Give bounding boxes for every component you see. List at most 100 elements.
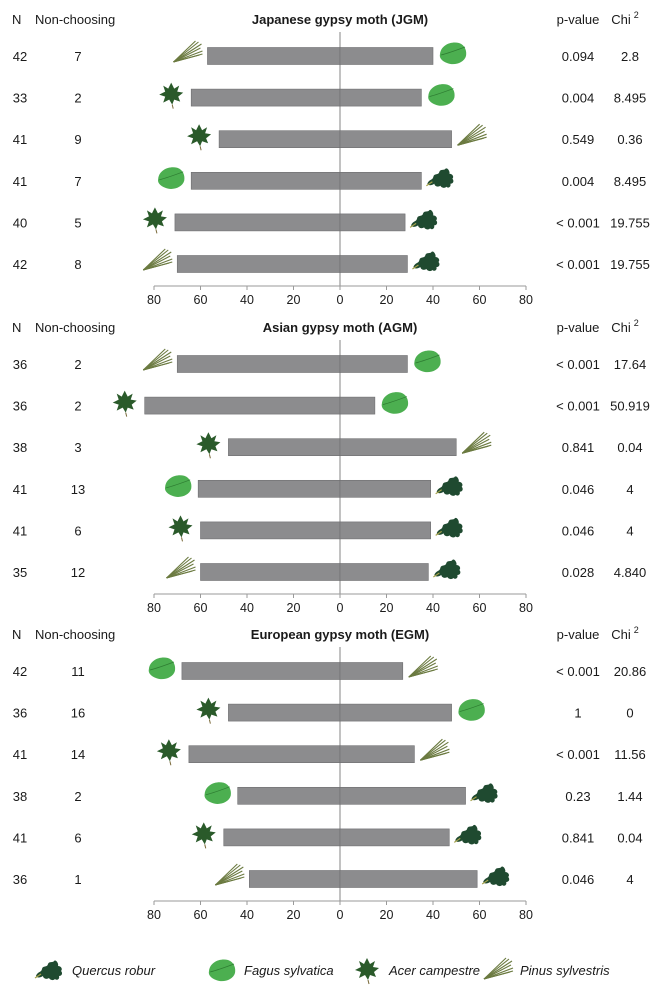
maple-leaf-icon bbox=[158, 82, 184, 110]
bar-left bbox=[200, 563, 341, 581]
non-choosing-value: 8 bbox=[74, 257, 81, 272]
pine-needles-icon bbox=[142, 248, 173, 271]
bar-right bbox=[339, 396, 376, 415]
legend-label: Acer campestre bbox=[388, 963, 480, 978]
header-non-choosing: Non-choosing bbox=[35, 627, 115, 642]
bar-right bbox=[339, 88, 422, 107]
bar-left bbox=[249, 870, 341, 888]
p-value: < 0.001 bbox=[556, 399, 600, 414]
oak-leaf-icon bbox=[432, 558, 461, 580]
panel-3: N Non-choosing European gypsy moth (EGM) p-… bbox=[12, 625, 646, 922]
maple-leaf-icon bbox=[168, 514, 193, 542]
non-choosing-value: 7 bbox=[74, 174, 81, 189]
header-non-choosing: Non-choosing bbox=[35, 320, 115, 335]
chi-value: 4 bbox=[626, 872, 633, 887]
x-tick-label: 0 bbox=[337, 908, 344, 922]
non-choosing-value: 2 bbox=[74, 357, 81, 372]
x-tick-label: 60 bbox=[194, 293, 208, 307]
p-value: 0.046 bbox=[562, 872, 595, 887]
bar-left bbox=[228, 438, 341, 457]
chi-value: 4 bbox=[626, 482, 633, 497]
chi-value: 17.64 bbox=[614, 357, 647, 372]
pine-needles-icon bbox=[419, 738, 450, 761]
n-value: 40 bbox=[13, 215, 27, 230]
table-row: 33 2 0.004 8.495 bbox=[13, 82, 646, 110]
non-choosing-value: 11 bbox=[71, 664, 85, 679]
maple-leaf-icon bbox=[156, 738, 182, 766]
header-n: N bbox=[12, 627, 21, 642]
x-tick-label: 60 bbox=[473, 601, 487, 615]
bar-left bbox=[188, 745, 341, 764]
non-choosing-value: 2 bbox=[74, 789, 81, 804]
n-value: 38 bbox=[13, 789, 27, 804]
chi-value: 0 bbox=[626, 706, 633, 721]
bar-right bbox=[339, 130, 452, 148]
x-tick-label: 20 bbox=[380, 908, 394, 922]
maple-leaf-icon bbox=[195, 697, 221, 725]
x-tick-label: 20 bbox=[287, 908, 301, 922]
bar-right bbox=[339, 355, 408, 373]
maple-leaf-icon bbox=[186, 123, 212, 151]
panel-title: Asian gypsy moth (AGM) bbox=[263, 320, 418, 335]
bar-right bbox=[339, 479, 431, 498]
pine-needles-icon bbox=[457, 123, 488, 146]
non-choosing-value: 6 bbox=[74, 523, 81, 538]
x-tick-label: 80 bbox=[519, 908, 533, 922]
oak-leaf-icon bbox=[411, 250, 441, 272]
beech-leaf-icon bbox=[427, 83, 455, 107]
bar-right bbox=[339, 255, 408, 273]
beech-leaf-icon bbox=[458, 698, 486, 722]
x-tick-label: 60 bbox=[473, 908, 487, 922]
p-value: < 0.001 bbox=[556, 215, 600, 230]
bar-left bbox=[176, 355, 341, 373]
x-tick-label: 0 bbox=[337, 293, 344, 307]
table-row: 36 2 < 0.001 17.64 bbox=[13, 348, 647, 373]
legend-item-acer: Acer campestre bbox=[354, 957, 480, 985]
n-value: 41 bbox=[13, 482, 27, 497]
oak-leaf-icon bbox=[425, 167, 455, 189]
chi-value: 19.755 bbox=[610, 257, 650, 272]
beech-leaf-icon bbox=[204, 781, 232, 805]
chi-value: 19.755 bbox=[610, 215, 650, 230]
bar-left bbox=[228, 703, 341, 722]
legend-label: Fagus sylvatica bbox=[244, 963, 334, 978]
panel-1: N Non-choosing Japanese gypsy moth (JGM) p-… bbox=[12, 10, 650, 307]
bar-right bbox=[339, 703, 452, 722]
n-value: 41 bbox=[13, 174, 27, 189]
p-value: 0.841 bbox=[562, 830, 595, 845]
legend-label: Pinus sylvestris bbox=[520, 963, 610, 978]
table-row: 42 7 0.094 2.8 bbox=[13, 40, 639, 65]
n-value: 36 bbox=[13, 706, 27, 721]
legend-item-quercus: Quercus robur bbox=[34, 959, 156, 981]
non-choosing-value: 2 bbox=[74, 399, 81, 414]
n-value: 42 bbox=[13, 257, 27, 272]
beech-leaf-icon bbox=[413, 350, 442, 373]
header-chi: Chi 2 bbox=[611, 625, 639, 642]
p-value: 0.841 bbox=[562, 440, 595, 455]
oak-leaf-icon bbox=[409, 209, 438, 231]
header-n: N bbox=[12, 12, 21, 27]
oak-leaf-icon bbox=[453, 824, 482, 846]
chi-value: 11.56 bbox=[614, 747, 646, 762]
n-value: 41 bbox=[13, 830, 27, 845]
bar-left bbox=[218, 130, 341, 148]
maple-leaf-icon bbox=[142, 206, 168, 234]
beech-leaf-icon bbox=[439, 42, 467, 65]
n-value: 36 bbox=[13, 872, 27, 887]
header-p-value: p-value bbox=[557, 627, 600, 642]
p-value: 0.004 bbox=[562, 91, 595, 106]
bar-left bbox=[223, 828, 341, 847]
chi-value: 4.840 bbox=[614, 565, 647, 580]
header-chi: Chi 2 bbox=[611, 318, 639, 335]
table-row: 41 6 0.841 0.04 bbox=[13, 821, 643, 849]
bar-right bbox=[339, 213, 406, 232]
x-tick-label: 20 bbox=[287, 601, 301, 615]
bar-right bbox=[339, 745, 415, 764]
bar-left bbox=[190, 88, 341, 107]
bar-right bbox=[339, 563, 429, 581]
table-row: 41 13 0.046 4 bbox=[13, 474, 634, 498]
pine-needles-icon bbox=[408, 655, 439, 678]
table-row: 38 2 0.23 1.44 bbox=[13, 781, 643, 805]
p-value: 0.094 bbox=[562, 49, 595, 64]
chi-superscript: 2 bbox=[634, 625, 639, 635]
